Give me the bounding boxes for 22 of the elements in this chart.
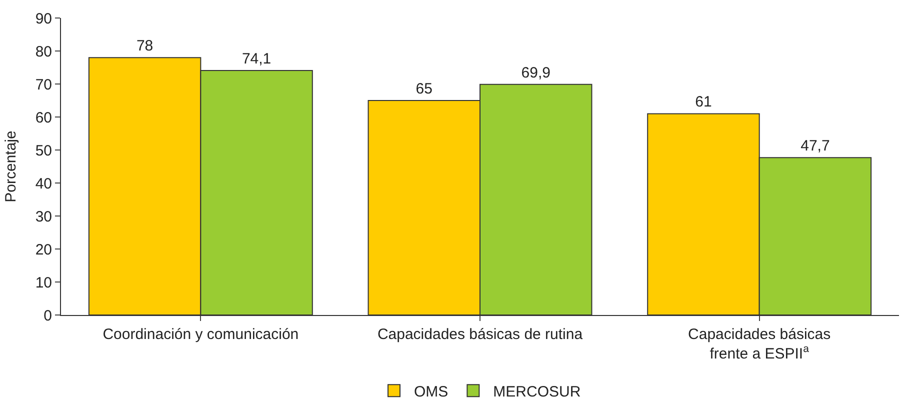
y-tick-label: 30 [35, 208, 52, 226]
y-tick-label: 0 [44, 307, 52, 324]
data-label: 61 [695, 94, 712, 111]
y-tick-label: 10 [35, 274, 52, 292]
legend-label: MERCOSUR [493, 384, 581, 400]
y-tick-label: 70 [35, 76, 52, 94]
y-tick-label: 80 [35, 43, 52, 60]
y-tick-label: 20 [35, 241, 52, 258]
data-label: 74,1 [242, 50, 272, 68]
data-label: 65 [416, 80, 432, 98]
data-label: 47,7 [800, 138, 830, 155]
y-tick-label: 60 [35, 109, 52, 126]
y-tick-label: 50 [35, 142, 52, 160]
data-label: 69,9 [521, 64, 550, 82]
y-tick-label: 90 [35, 10, 52, 28]
y-tick-label: 40 [35, 175, 52, 192]
x-tick-label: Capacidades básicas de rutina [377, 326, 584, 343]
data-label: 78 [136, 38, 154, 55]
y-axis-title: Porcentaje [2, 130, 20, 202]
x-tick-label: Coordinación y comunicación [102, 326, 299, 343]
x-tick-label: Capacidades básicas frente a ESPII$^{a}$ [688, 326, 831, 362]
legend-label: OMS [414, 384, 448, 400]
